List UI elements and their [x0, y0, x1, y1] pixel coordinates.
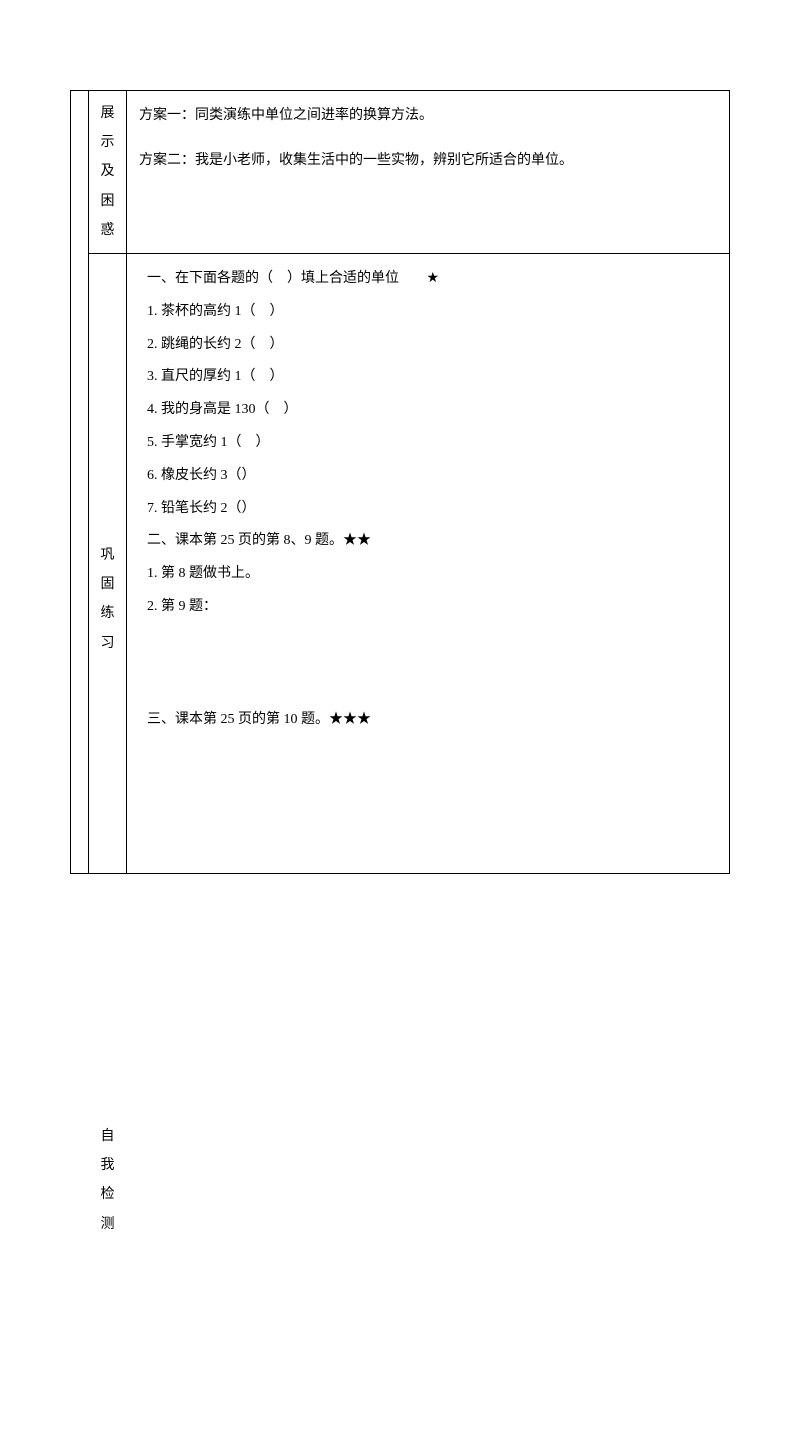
section1-item: 2. 跳绳的长约 2（ ） — [147, 330, 717, 361]
section2-item: 2. 第 9 题： — [147, 592, 717, 623]
row2-label2: 自 我 检 测 — [93, 915, 122, 1446]
label-char: 我 — [101, 1153, 115, 1178]
label-char: 困 — [101, 189, 115, 214]
section3-title: 三、课本第 25 页的第 10 题。★★★ — [147, 705, 717, 736]
row1-label: 展 示 及 困 惑 — [93, 99, 122, 245]
label-char: 示 — [101, 130, 115, 155]
section2-item: 1. 第 8 题做书上。 — [147, 559, 717, 590]
section1-item: 3. 直尺的厚约 1（ ） — [147, 362, 717, 393]
label-char: 巩 — [101, 543, 115, 568]
row1-content-cell: 方案一：同类演练中单位之间进率的换算方法。 方案二：我是小老师，收集生活中的一些… — [127, 91, 730, 254]
section1-item: 7. 铅笔长约 2（） — [147, 494, 717, 525]
label-char: 及 — [101, 159, 115, 184]
label-char: 检 — [101, 1182, 115, 1207]
spacer — [147, 625, 717, 705]
row-display-confusion: 展 示 及 困 惑 方案一：同类演练中单位之间进率的换算方法。 方案二：我是小老… — [71, 91, 730, 254]
section1-item: 1. 茶杯的高约 1（ ） — [147, 297, 717, 328]
row2-label-cell: 巩 固 练 习 自 我 检 测 — [89, 253, 127, 873]
worksheet-table: 展 示 及 困 惑 方案一：同类演练中单位之间进率的换算方法。 方案二：我是小老… — [70, 90, 730, 874]
section1-item: 5. 手掌宽约 1（ ） — [147, 428, 717, 459]
plan2-text: 方案二：我是小老师，收集生活中的一些实物，辨别它所适合的单位。 — [139, 146, 717, 177]
section1-title-line: 一、在下面各题的（ ）填上合适的单位 ★ — [147, 264, 717, 295]
label-char: 练 — [101, 601, 115, 626]
row-practice: 巩 固 练 习 自 我 检 测 一、在下面各题的（ ）填上合适的单位 ★ 1. … — [71, 253, 730, 873]
row1-label-cell: 展 示 及 困 惑 — [89, 91, 127, 254]
label-char: 固 — [101, 572, 115, 597]
star-icon: ★ — [427, 271, 440, 286]
label-char: 展 — [101, 101, 115, 126]
section1-item: 6. 橡皮长约 3（） — [147, 461, 717, 492]
label-char: 测 — [101, 1212, 115, 1237]
section2-title: 二、课本第 25 页的第 8、9 题。★★ — [147, 526, 717, 557]
row2-content-cell: 一、在下面各题的（ ）填上合适的单位 ★ 1. 茶杯的高约 1（ ） 2. 跳绳… — [127, 253, 730, 873]
section1: 一、在下面各题的（ ）填上合适的单位 ★ 1. 茶杯的高约 1（ ） 2. 跳绳… — [147, 264, 717, 736]
label-char: 习 — [101, 631, 115, 656]
section1-item: 4. 我的身高是 130（ ） — [147, 395, 717, 426]
row2-label1: 巩 固 练 习 — [93, 334, 122, 865]
label-char: 惑 — [101, 218, 115, 243]
plan1-text: 方案一：同类演练中单位之间进率的换算方法。 — [139, 101, 717, 132]
section1-title: 一、在下面各题的（ ）填上合适的单位 — [147, 271, 399, 286]
label-char: 自 — [101, 1124, 115, 1149]
spacer-column — [71, 91, 89, 874]
